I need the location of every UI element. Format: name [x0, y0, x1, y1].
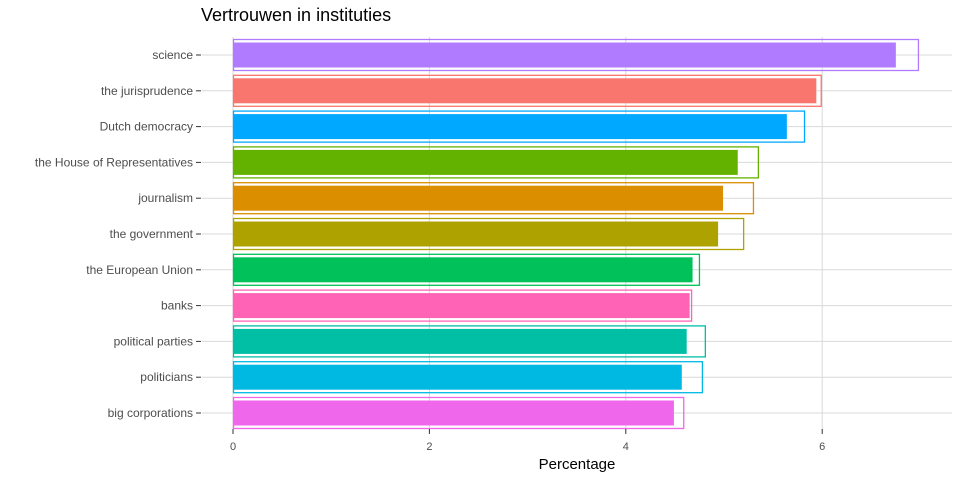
bar [233, 149, 738, 175]
bar [233, 78, 817, 104]
x-axis-ticks: 0 2 4 6 [230, 429, 825, 453]
bars [232, 38, 920, 430]
x-tick-label: 0 [230, 441, 236, 453]
bar [233, 293, 690, 319]
bar [233, 400, 674, 426]
category-labels: science the jurisprudence Dutch democracy t… [35, 48, 201, 420]
category-label: the jurisprudence [101, 84, 193, 98]
category-label: the European Union [86, 263, 193, 277]
bar [233, 185, 724, 211]
bar [233, 257, 693, 283]
x-axis-title: Percentage [539, 456, 616, 473]
category-label: Dutch democracy [100, 120, 193, 134]
bar [233, 221, 719, 247]
x-tick-label: 4 [623, 441, 629, 453]
bar [233, 114, 787, 140]
category-label: big corporations [108, 406, 193, 420]
category-label: banks [161, 299, 193, 313]
bar [233, 364, 682, 390]
x-tick-label: 6 [819, 441, 825, 453]
bar [233, 42, 896, 68]
category-label: the House of Representatives [35, 155, 193, 169]
chart-title: Vertrouwen in instituties [201, 5, 391, 25]
bar [233, 328, 687, 354]
category-label: the government [110, 227, 194, 241]
category-label: political parties [114, 334, 193, 348]
category-label: science [152, 48, 193, 62]
category-label: journalism [137, 191, 193, 205]
x-tick-label: 2 [426, 441, 432, 453]
category-label: politicians [140, 370, 193, 384]
